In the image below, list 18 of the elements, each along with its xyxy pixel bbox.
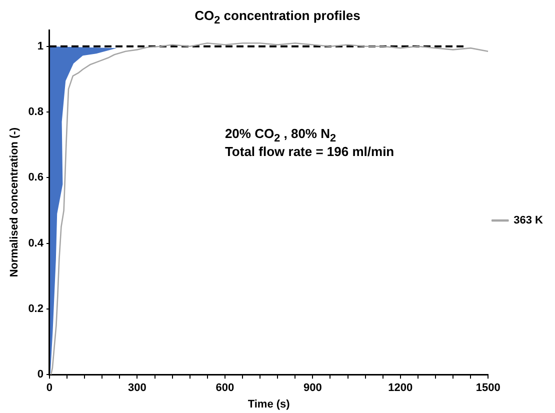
annotation: Total flow rate = 196 ml/min [224, 144, 394, 160]
y-tick-label: 0.2 [28, 302, 44, 315]
x-tick-label: 900 [304, 382, 322, 394]
y-tick-label: 0.8 [28, 106, 44, 118]
x-axis-title: Time (s) [248, 398, 290, 410]
x-tick-label: 600 [216, 382, 234, 394]
chart-title: CO$_{2}$ concentration profiles [194, 8, 362, 27]
y-tick-label: 0.4 [28, 237, 44, 250]
y-tick-label: 1 [37, 40, 44, 52]
y-tick-label: 0 [37, 368, 44, 381]
x-tick-label: 1500 [476, 382, 500, 394]
annotation: 20% CO$_{2}$ , 80% N$_{2}$ [224, 126, 336, 146]
y-axis-title: Normalised concentration (-) [8, 127, 21, 278]
x-tick-label: 0 [46, 382, 53, 394]
x-tick-label: 300 [128, 382, 146, 394]
x-tick-label: 1200 [388, 382, 413, 394]
legend-label: 363 K [514, 214, 544, 227]
y-tick-label: 0.6 [28, 172, 44, 184]
